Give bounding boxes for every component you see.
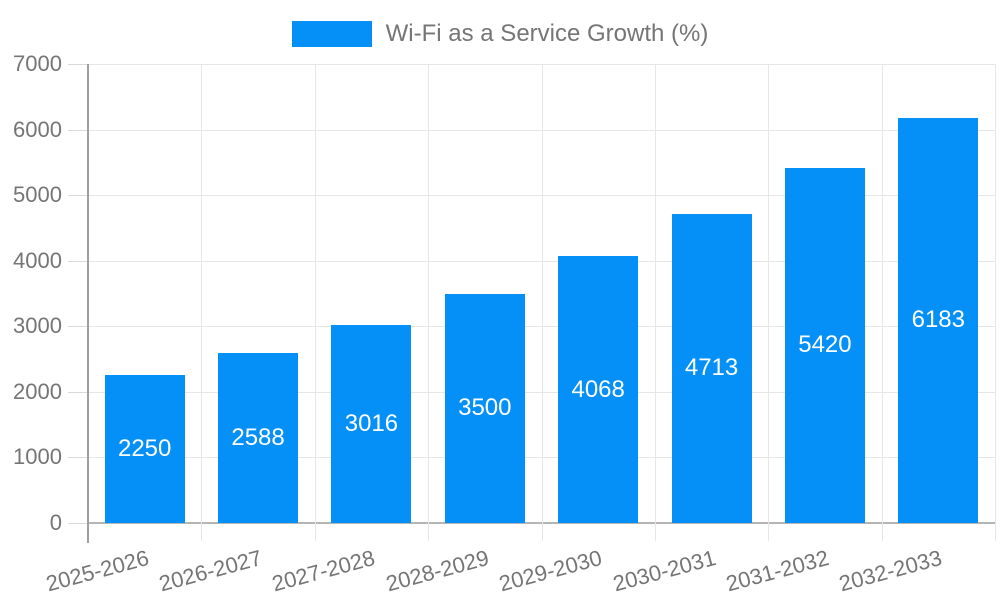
bar: 3500 — [444, 293, 525, 523]
plot-area: 0 1000 2000 3000 4000 5000 6000 7000 2250 2588 301… — [13, 51, 996, 596]
y-axis-tick — [68, 195, 88, 197]
bar-value-label: 2588 — [231, 424, 285, 452]
gridline-vertical — [201, 64, 203, 541]
gridline-vertical — [654, 64, 656, 541]
bar: 4068 — [558, 256, 639, 523]
y-axis-tick — [68, 129, 88, 131]
y-axis-tick — [68, 457, 88, 459]
bar: 4713 — [671, 213, 752, 523]
chart-legend: Wi-Fi as a Service Growth (%) — [0, 20, 1000, 48]
bar: 5420 — [784, 167, 865, 523]
bar-value-label: 4068 — [571, 375, 625, 403]
y-axis-label: 4000 — [13, 247, 62, 273]
legend-label: Wi-Fi as a Service Growth (%) — [385, 20, 709, 47]
bar-value-label: 5420 — [798, 331, 852, 359]
y-axis-tick — [68, 326, 88, 328]
gridline-vertical — [541, 64, 543, 541]
bar-value-label: 2250 — [117, 435, 172, 463]
legend-swatch — [291, 21, 372, 47]
y-axis-label: 1000 — [13, 444, 62, 470]
gridline-vertical — [881, 64, 883, 541]
y-axis-label: 0 — [49, 510, 62, 535]
y-axis-tick — [68, 64, 88, 65]
y-axis-tick — [68, 523, 88, 524]
y-axis-label: 2000 — [13, 378, 62, 404]
y-axis-label: 5000 — [13, 182, 62, 208]
gridline-vertical — [428, 64, 430, 541]
gridline-vertical — [995, 64, 996, 541]
bar-value-label: 3016 — [344, 410, 399, 438]
bar: 2588 — [218, 353, 299, 523]
y-axis-tick — [68, 391, 88, 393]
bar: 2250 — [104, 375, 185, 523]
y-axis-line — [87, 64, 89, 543]
gridline-vertical — [314, 64, 316, 541]
y-axis-label: 7000 — [13, 51, 62, 76]
y-axis-label: 6000 — [13, 116, 62, 142]
gridline-vertical — [768, 64, 770, 541]
y-axis-tick — [68, 260, 88, 262]
bar-value-label: 4713 — [684, 354, 739, 382]
bar-value-label: 3500 — [458, 394, 512, 422]
bar-value-label: 6183 — [911, 306, 965, 334]
bar: 3016 — [331, 325, 412, 523]
bar: 6183 — [898, 117, 979, 523]
y-axis-label: 3000 — [13, 313, 62, 339]
